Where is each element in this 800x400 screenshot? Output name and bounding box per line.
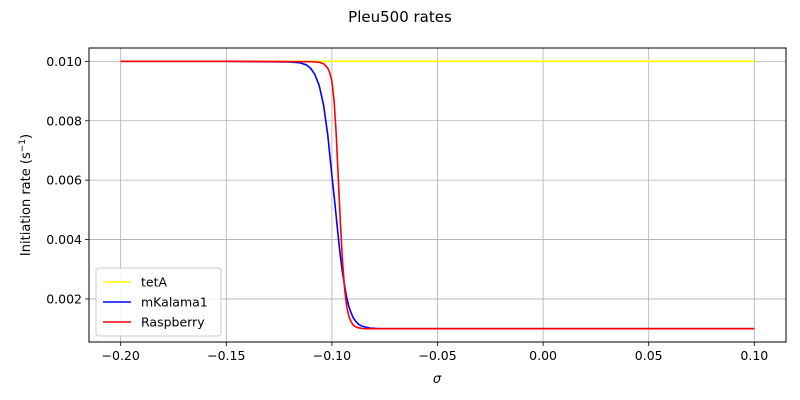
chart-title: Pleu500 rates [348, 8, 452, 26]
legend: tetA mKalama1 Raspberry [95, 267, 222, 337]
x-tick-label: −0.05 [418, 348, 456, 363]
y-axis-label-end: ) [19, 134, 34, 139]
x-tick-label: −0.10 [313, 348, 351, 363]
series-lines [120, 60, 755, 330]
y-tick-label: 0.004 [46, 232, 82, 247]
legend-label-raspberry: Raspberry [141, 315, 205, 330]
x-tick-label: 0.05 [635, 348, 663, 363]
x-tick-label: −0.15 [207, 348, 245, 363]
y-tick-label: 0.008 [46, 113, 82, 128]
y-axis-label: Initiation rate (s−1) [18, 134, 34, 256]
y-axis-label-main: Initiation rate (s [19, 152, 34, 256]
legend-label-teta: tetA [141, 275, 167, 290]
legend-box [95, 267, 222, 337]
y-tick-label: 0.002 [46, 291, 82, 306]
x-tick-label: 0.00 [529, 348, 557, 363]
series-line-raspberry [120, 60, 755, 330]
x-axis-ticks: −0.20 −0.15 −0.10 −0.05 0.00 0.05 0.10 [102, 342, 768, 363]
y-axis-label-superscript: −1 [18, 139, 28, 152]
legend-label-mkalama1: mKalama1 [141, 295, 208, 310]
x-tick-label: −0.20 [102, 348, 140, 363]
x-axis-label: σ [433, 372, 442, 387]
x-tick-label: 0.10 [740, 348, 768, 363]
y-axis-ticks: 0.002 0.004 0.006 0.008 0.010 [46, 54, 89, 306]
y-tick-label: 0.006 [46, 173, 82, 188]
y-tick-label: 0.010 [46, 54, 82, 69]
